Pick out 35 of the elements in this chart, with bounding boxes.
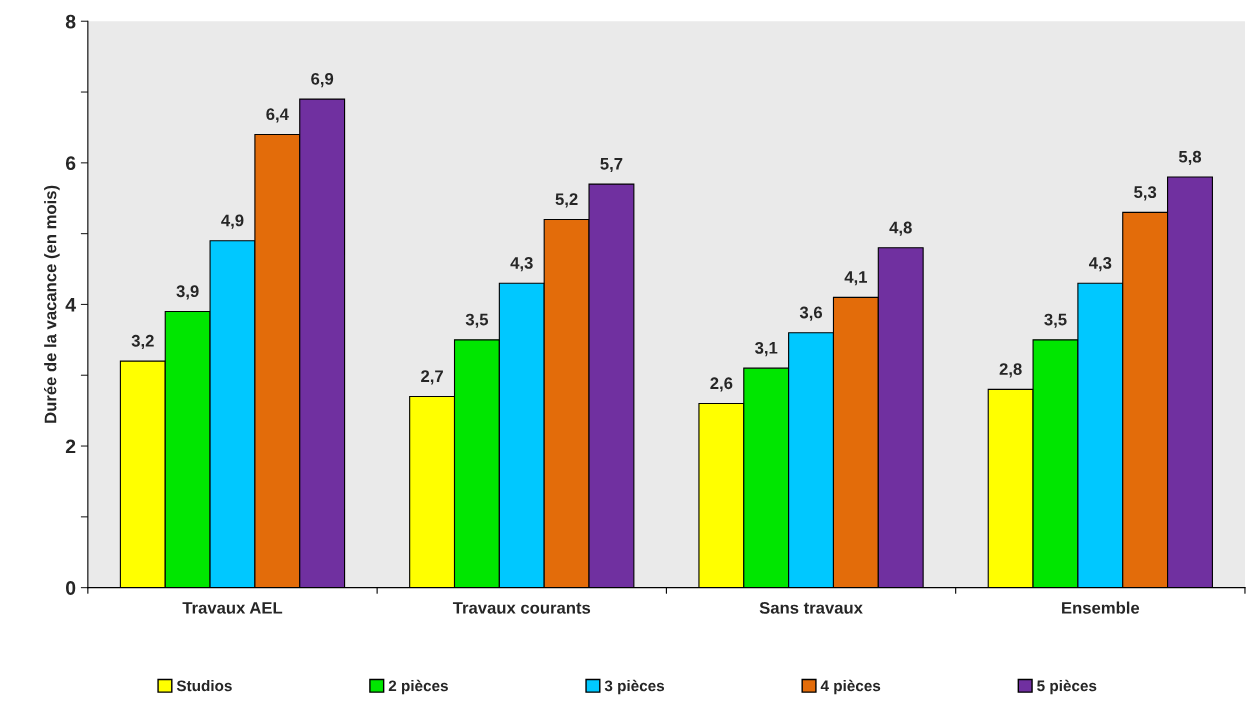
data-label: 5,8	[1178, 150, 1202, 166]
data-label: 5,2	[555, 193, 578, 208]
x-tick-label: Sans travaux	[759, 601, 863, 614]
y-tick-label: 2	[65, 439, 76, 454]
legend-label: 2 pièces	[388, 679, 448, 695]
data-label: 3,5	[1044, 313, 1067, 328]
data-label: 5,7	[600, 158, 623, 173]
data-label: 3,6	[799, 306, 823, 321]
data-label: 6,4	[266, 108, 289, 123]
data-label: 2,6	[710, 377, 733, 392]
data-label: 3,2	[131, 334, 154, 350]
data-label: 4,8	[889, 221, 912, 236]
data-label: 4,3	[1088, 256, 1112, 272]
legend-label: Studios	[176, 680, 232, 692]
data-label: 2,8	[999, 363, 1022, 378]
y-tick-label: 4	[65, 298, 76, 312]
data-label: 4,3	[510, 256, 533, 272]
data-label: 6,9	[311, 72, 334, 88]
x-tick-label: Travaux AEL	[182, 602, 283, 614]
x-tick-label: Ensemble	[1062, 601, 1140, 614]
data-label: 3,9	[176, 285, 199, 300]
y-tick-label: 8	[65, 14, 76, 29]
data-label: 5,3	[1134, 186, 1157, 201]
data-label: 3,1	[755, 341, 778, 357]
y-tick-label: 0	[66, 581, 76, 595]
data-label: 4,9	[221, 214, 244, 229]
y-tick-label: 6	[65, 156, 76, 171]
y-axis-title: Durée de la vacance (en mois)	[43, 185, 60, 423]
legend-label: 5 pièces	[1037, 679, 1097, 695]
legend-label: 4 pièces	[820, 679, 881, 695]
data-label: 3,5	[465, 313, 489, 328]
data-label: 2,7	[421, 370, 443, 385]
x-tick-label: Travaux courants	[452, 602, 591, 614]
data-label: 4,1	[844, 271, 867, 286]
legend-label: 3 pièces	[604, 679, 665, 695]
